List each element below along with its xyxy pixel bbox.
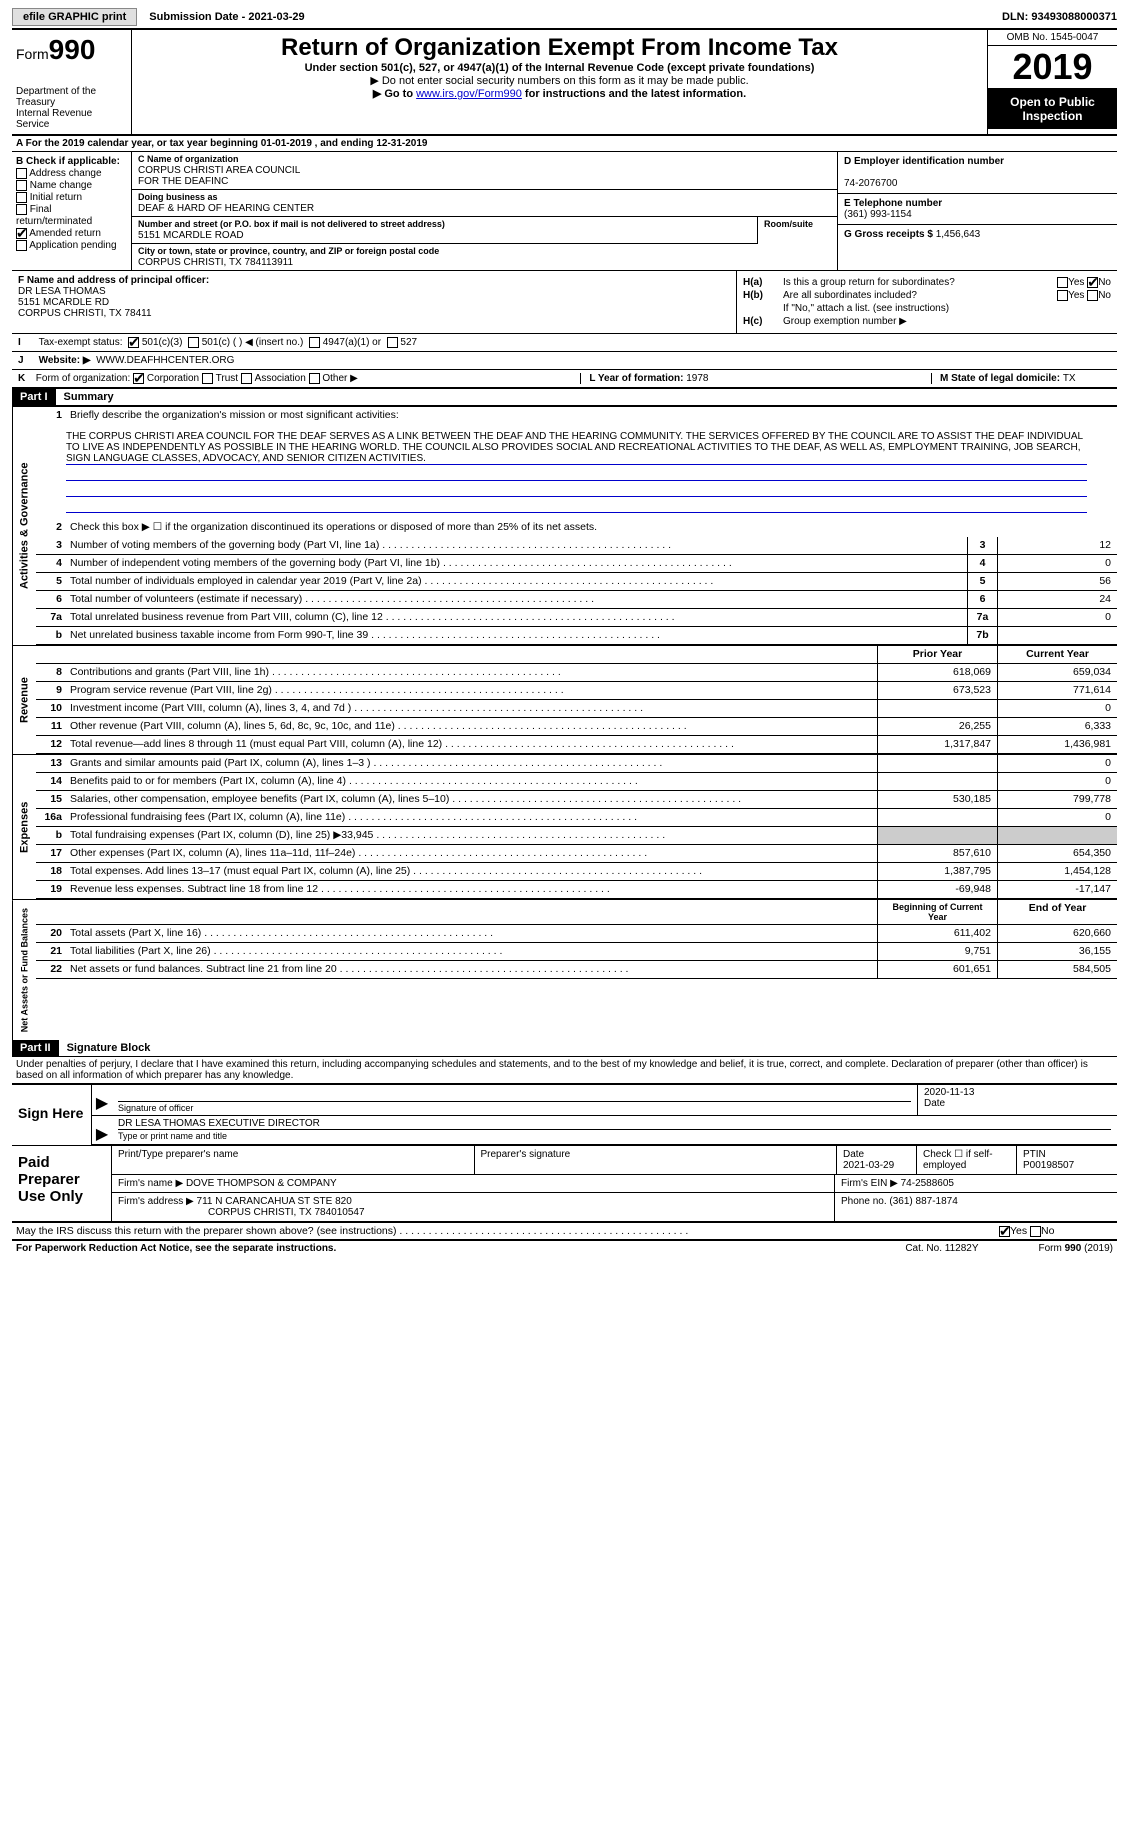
city-state-zip: CORPUS CHRISTI, TX 784113911 [138, 257, 293, 268]
firm-address: 711 N CARANCAHUA ST STE 820 [197, 1196, 352, 1207]
officer-name: DR LESA THOMAS EXECUTIVE DIRECTOR [118, 1118, 1111, 1129]
table-row: 16aProfessional fundraising fees (Part I… [36, 809, 1117, 827]
box-b-checkboxes: B Check if applicable: Address change Na… [12, 152, 132, 270]
ptin: P00198507 [1023, 1160, 1074, 1171]
perjury-declaration: Under penalties of perjury, I declare th… [12, 1056, 1117, 1083]
efile-button[interactable]: efile GRAPHIC print [12, 8, 137, 26]
table-row: 3Number of voting members of the governi… [36, 537, 1117, 555]
ssn-note: ▶ Do not enter social security numbers o… [136, 74, 983, 87]
telephone: (361) 993-1154 [844, 209, 912, 220]
row-i-tax-status: I Tax-exempt status: 501(c)(3) 501(c) ( … [12, 334, 1117, 352]
expenses-side-label: Expenses [12, 755, 36, 899]
governance-side-label: Activities & Governance [12, 407, 36, 645]
table-row: 8Contributions and grants (Part VIII, li… [36, 664, 1117, 682]
table-row: 7aTotal unrelated business revenue from … [36, 609, 1117, 627]
submission-date: Submission Date - 2021-03-29 [143, 9, 310, 25]
sign-date: 2020-11-13 [924, 1087, 974, 1098]
part2-header: Part II [12, 1040, 59, 1056]
table-row: 17Other expenses (Part IX, column (A), l… [36, 845, 1117, 863]
omb-number: OMB No. 1545-0047 [988, 30, 1117, 46]
org-name: CORPUS CHRISTI AREA COUNCIL FOR THE DEAF… [138, 165, 300, 187]
paid-preparer-label: Paid Preparer Use Only [12, 1146, 112, 1221]
top-bar: efile GRAPHIC print Submission Date - 20… [12, 8, 1117, 30]
table-row: 18Total expenses. Add lines 13–17 (must … [36, 863, 1117, 881]
table-row: 9Program service revenue (Part VIII, lin… [36, 682, 1117, 700]
table-row: 10Investment income (Part VIII, column (… [36, 700, 1117, 718]
part1-header: Part I [12, 389, 56, 405]
table-row: 13Grants and similar amounts paid (Part … [36, 755, 1117, 773]
irs-link[interactable]: www.irs.gov/Form990 [416, 88, 522, 100]
discuss-question: May the IRS discuss this return with the… [12, 1223, 997, 1239]
mission-text: THE CORPUS CHRISTI AREA COUNCIL FOR THE … [36, 425, 1117, 519]
row-k-formation: K Form of organization: Corporation Trus… [12, 370, 1117, 389]
table-row: 6Total number of volunteers (estimate if… [36, 591, 1117, 609]
table-row: 5Total number of individuals employed in… [36, 573, 1117, 591]
table-row: 21Total liabilities (Part X, line 26)9,7… [36, 943, 1117, 961]
table-row: 19Revenue less expenses. Subtract line 1… [36, 881, 1117, 899]
ein-value: 74-2076700 [844, 178, 897, 189]
form-title: Return of Organization Exempt From Incom… [136, 34, 983, 62]
table-row: bTotal fundraising expenses (Part IX, co… [36, 827, 1117, 845]
form-header: Form990 Department of the Treasury Inter… [12, 30, 1117, 136]
table-row: 14Benefits paid to or for members (Part … [36, 773, 1117, 791]
dln: DLN: 93493088000371 [1002, 11, 1117, 23]
firm-name: DOVE THOMPSON & COMPANY [186, 1178, 337, 1189]
table-row: 20Total assets (Part X, line 16)611,4026… [36, 925, 1117, 943]
gross-receipts: 1,456,643 [936, 229, 981, 240]
inspection-badge: Open to Public Inspection [988, 89, 1117, 129]
balance-side-label: Net Assets or Fund Balances [12, 900, 36, 1040]
box-h-group: H(a)Is this a group return for subordina… [737, 271, 1117, 333]
table-row: 12Total revenue—add lines 8 through 11 (… [36, 736, 1117, 754]
form-subtitle: Under section 501(c), 527, or 4947(a)(1)… [136, 62, 983, 74]
form-footer: Form 990 (2019) [1039, 1243, 1113, 1254]
box-f-officer: F Name and address of principal officer:… [12, 271, 737, 333]
dba-name: DEAF & HARD OF HEARING CENTER [138, 203, 314, 214]
row-a-period: A For the 2019 calendar year, or tax yea… [12, 136, 1117, 152]
cat-number: Cat. No. 11282Y [905, 1243, 978, 1254]
paperwork-notice: For Paperwork Reduction Act Notice, see … [16, 1243, 336, 1254]
table-row: 4Number of independent voting members of… [36, 555, 1117, 573]
firm-phone: (361) 887-1874 [889, 1196, 957, 1207]
dept-label: Department of the Treasury Internal Reve… [16, 86, 127, 130]
firm-ein: 74-2588605 [901, 1178, 954, 1189]
tax-year: 2019 [988, 46, 1117, 89]
table-row: 15Salaries, other compensation, employee… [36, 791, 1117, 809]
row-j-website: J Website: ▶ WWW.DEAFHHCENTER.ORG [12, 352, 1117, 370]
sign-here-label: Sign Here [12, 1085, 92, 1145]
preparer-date: 2021-03-29 [843, 1160, 894, 1171]
revenue-side-label: Revenue [12, 646, 36, 754]
street-address: 5151 MCARDLE ROAD [138, 230, 244, 241]
table-row: 22Net assets or fund balances. Subtract … [36, 961, 1117, 979]
table-row: bNet unrelated business taxable income f… [36, 627, 1117, 645]
table-row: 11Other revenue (Part VIII, column (A), … [36, 718, 1117, 736]
